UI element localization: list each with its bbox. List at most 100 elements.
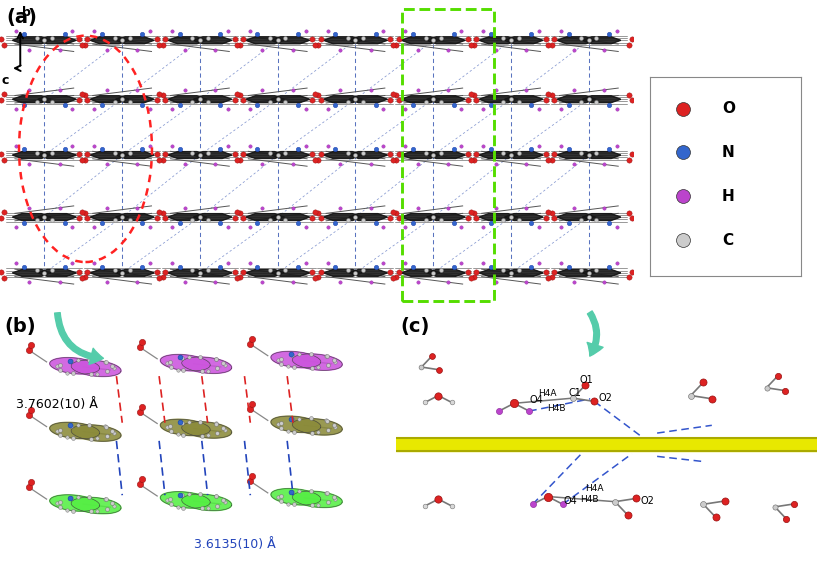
Polygon shape xyxy=(271,213,310,221)
Text: 3.6135(10) Å: 3.6135(10) Å xyxy=(194,538,276,551)
Polygon shape xyxy=(50,495,100,511)
Polygon shape xyxy=(71,425,121,441)
Polygon shape xyxy=(38,151,76,159)
Polygon shape xyxy=(557,213,596,221)
Polygon shape xyxy=(271,270,310,277)
Polygon shape xyxy=(90,213,129,221)
Polygon shape xyxy=(349,37,387,44)
Text: C: C xyxy=(722,233,733,248)
Text: c: c xyxy=(2,75,9,88)
Polygon shape xyxy=(181,494,231,510)
Polygon shape xyxy=(504,213,543,221)
Polygon shape xyxy=(349,213,387,221)
Polygon shape xyxy=(401,213,440,221)
Polygon shape xyxy=(38,213,76,221)
Polygon shape xyxy=(90,270,129,277)
Polygon shape xyxy=(271,489,321,505)
Polygon shape xyxy=(426,37,465,44)
Polygon shape xyxy=(168,37,207,44)
Polygon shape xyxy=(271,96,310,102)
Polygon shape xyxy=(194,96,232,102)
Polygon shape xyxy=(401,270,440,277)
Polygon shape xyxy=(504,151,543,159)
Polygon shape xyxy=(557,151,596,159)
Polygon shape xyxy=(12,213,51,221)
Polygon shape xyxy=(401,151,440,159)
Polygon shape xyxy=(349,270,387,277)
Polygon shape xyxy=(115,151,154,159)
Polygon shape xyxy=(194,37,232,44)
Polygon shape xyxy=(168,213,207,221)
Polygon shape xyxy=(181,357,231,373)
Polygon shape xyxy=(426,213,465,221)
Polygon shape xyxy=(115,213,154,221)
Polygon shape xyxy=(324,96,362,102)
Polygon shape xyxy=(71,360,121,377)
Text: O2: O2 xyxy=(641,496,654,506)
Text: 3.7602(10) Å: 3.7602(10) Å xyxy=(16,398,97,411)
Polygon shape xyxy=(168,270,207,277)
Bar xyxy=(402,9,493,301)
Polygon shape xyxy=(583,213,621,221)
Polygon shape xyxy=(168,96,207,102)
Polygon shape xyxy=(50,358,100,374)
Polygon shape xyxy=(38,96,76,102)
Polygon shape xyxy=(115,270,154,277)
Polygon shape xyxy=(194,213,232,221)
Text: O1: O1 xyxy=(579,374,593,385)
Polygon shape xyxy=(324,270,362,277)
Polygon shape xyxy=(181,422,231,438)
Polygon shape xyxy=(504,37,543,44)
Polygon shape xyxy=(324,151,362,159)
Text: N: N xyxy=(722,145,734,160)
Text: O: O xyxy=(722,101,735,116)
Polygon shape xyxy=(12,270,51,277)
Polygon shape xyxy=(38,37,76,44)
Polygon shape xyxy=(583,270,621,277)
Text: b: b xyxy=(22,6,31,19)
Polygon shape xyxy=(401,37,440,44)
Text: (b): (b) xyxy=(4,316,35,336)
Text: H: H xyxy=(722,189,734,204)
Polygon shape xyxy=(271,416,321,432)
Polygon shape xyxy=(90,151,129,159)
Polygon shape xyxy=(426,96,465,102)
Polygon shape xyxy=(479,37,518,44)
Polygon shape xyxy=(246,96,284,102)
Polygon shape xyxy=(292,491,342,508)
Polygon shape xyxy=(557,270,596,277)
Polygon shape xyxy=(292,419,342,435)
Polygon shape xyxy=(12,96,51,102)
Text: H4A: H4A xyxy=(585,484,603,493)
Polygon shape xyxy=(194,270,232,277)
Text: O2: O2 xyxy=(598,393,612,403)
Polygon shape xyxy=(160,354,210,371)
Polygon shape xyxy=(504,270,543,277)
Polygon shape xyxy=(12,37,51,44)
Polygon shape xyxy=(160,419,210,436)
Polygon shape xyxy=(583,37,621,44)
Polygon shape xyxy=(583,96,621,102)
Polygon shape xyxy=(71,497,121,514)
Text: C1: C1 xyxy=(569,387,582,398)
Polygon shape xyxy=(349,96,387,102)
Text: H4B: H4B xyxy=(581,494,599,504)
Text: H4B: H4B xyxy=(547,404,565,413)
Polygon shape xyxy=(479,270,518,277)
Polygon shape xyxy=(479,96,518,102)
Polygon shape xyxy=(168,151,207,159)
Polygon shape xyxy=(246,37,284,44)
Polygon shape xyxy=(115,37,154,44)
Polygon shape xyxy=(271,37,310,44)
Text: (c): (c) xyxy=(400,316,430,336)
Polygon shape xyxy=(160,492,210,508)
Polygon shape xyxy=(50,422,100,439)
Text: O4: O4 xyxy=(529,395,543,405)
Polygon shape xyxy=(401,96,440,102)
Polygon shape xyxy=(426,270,465,277)
Polygon shape xyxy=(583,151,621,159)
Polygon shape xyxy=(324,37,362,44)
Polygon shape xyxy=(479,213,518,221)
Text: H4A: H4A xyxy=(538,389,557,398)
Polygon shape xyxy=(90,37,129,44)
